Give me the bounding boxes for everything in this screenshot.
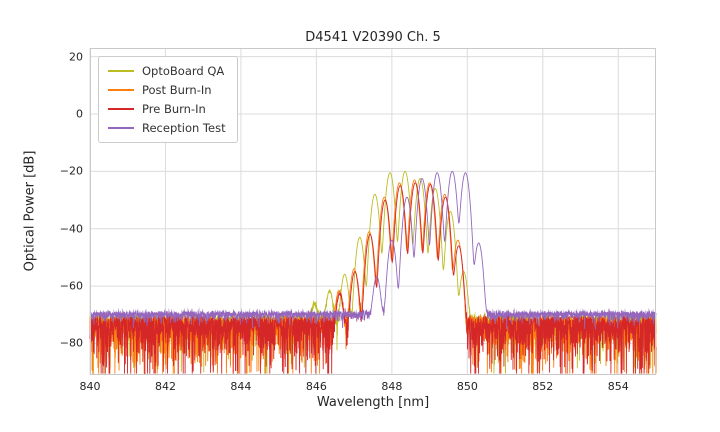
- x-tick-label: 848: [381, 380, 403, 393]
- x-tick-label: 844: [230, 380, 252, 393]
- legend-label: Reception Test: [142, 121, 226, 135]
- legend-line-swatch: [108, 127, 134, 129]
- legend-label: Post Burn-In: [142, 83, 212, 97]
- x-tick-label: 842: [154, 380, 176, 393]
- y-tick-label: −80: [59, 336, 83, 350]
- legend: OptoBoard QA Post Burn-In Pre Burn-In Recep…: [98, 56, 238, 143]
- legend-item: Post Burn-In: [108, 83, 226, 97]
- x-tick-label: 850: [456, 380, 478, 393]
- legend-line-swatch: [108, 70, 134, 72]
- legend-item: Reception Test: [108, 121, 226, 135]
- y-tick-label: 0: [76, 107, 83, 121]
- x-tick-label: 854: [607, 380, 629, 393]
- x-tick-label: 852: [532, 380, 554, 393]
- y-axis-label: Optical Power [dB]: [22, 150, 38, 272]
- legend-label: Pre Burn-In: [142, 102, 206, 116]
- legend-line-swatch: [108, 108, 134, 110]
- x-tick-label: 846: [305, 380, 327, 393]
- legend-item: OptoBoard QA: [108, 64, 226, 78]
- x-axis-label: Wavelength [nm]: [316, 395, 430, 410]
- y-tick-label: −20: [59, 164, 83, 178]
- legend-line-swatch: [108, 89, 134, 91]
- legend-label: OptoBoard QA: [142, 64, 225, 78]
- legend-item: Pre Burn-In: [108, 102, 226, 116]
- y-tick-label: −60: [59, 279, 83, 293]
- chart-title: D4541 V20390 Ch. 5: [305, 30, 441, 45]
- y-tick-label: −40: [59, 222, 83, 236]
- x-tick-label: 840: [79, 380, 101, 393]
- y-tick-label: 20: [69, 50, 83, 64]
